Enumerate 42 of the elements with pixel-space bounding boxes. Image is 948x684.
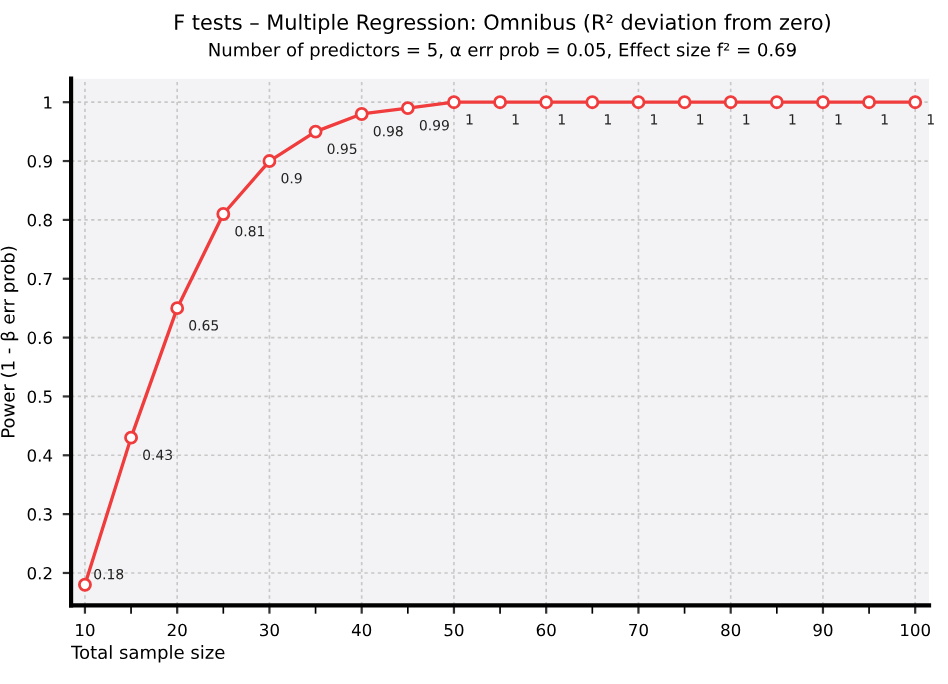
x-tick-label: 50 [444,623,464,637]
y-tick-label: 1 [44,96,52,109]
point [447,95,461,110]
y-tick-label: 0.5 [27,390,52,403]
point [631,95,646,110]
point [769,95,784,110]
point [816,95,830,110]
y-tick-label: 0.8 [27,213,52,227]
point [308,124,323,139]
y-tick-label: 0.4 [27,449,53,462]
x-tick-label: 90 [813,623,833,637]
x-tick-label: 100 [901,623,930,637]
point [354,107,369,121]
x-tick-label: 30 [260,623,279,637]
point [262,154,277,168]
point [216,207,231,221]
y-tick-label: 0.6 [27,331,52,345]
y-tick-label: 0.9 [27,155,52,168]
point [124,430,139,445]
x-tick-label: 80 [721,623,741,637]
point [677,95,692,110]
chart-title: F tests – Multiple Regression: Omnibus (R² deviation from zero) [175,13,830,35]
point [862,95,877,110]
x-tick-label: 20 [167,623,187,637]
y-tick-label: 0.2 [27,566,52,580]
y-tick-label: 0.7 [27,272,52,286]
x-tick-label: 70 [629,623,648,637]
point [400,101,415,116]
point [585,95,600,110]
x-tick-label: 10 [76,623,95,637]
point [493,95,508,110]
x-tick-label: 60 [536,623,556,637]
point [908,95,923,110]
x-axis-title: Total sample size [71,645,225,663]
y-axis-title: Power (1 - β err prob) [0,246,19,437]
point [723,95,738,110]
chart-subtitle: Number of predictors = 5, α err prob = 0.05, Effect size f² = 0.69 [209,42,796,61]
point [77,577,92,592]
y-tick-label: 0.3 [27,508,52,521]
point [539,95,554,110]
point [170,301,185,316]
x-tick-label: 40 [351,623,372,637]
